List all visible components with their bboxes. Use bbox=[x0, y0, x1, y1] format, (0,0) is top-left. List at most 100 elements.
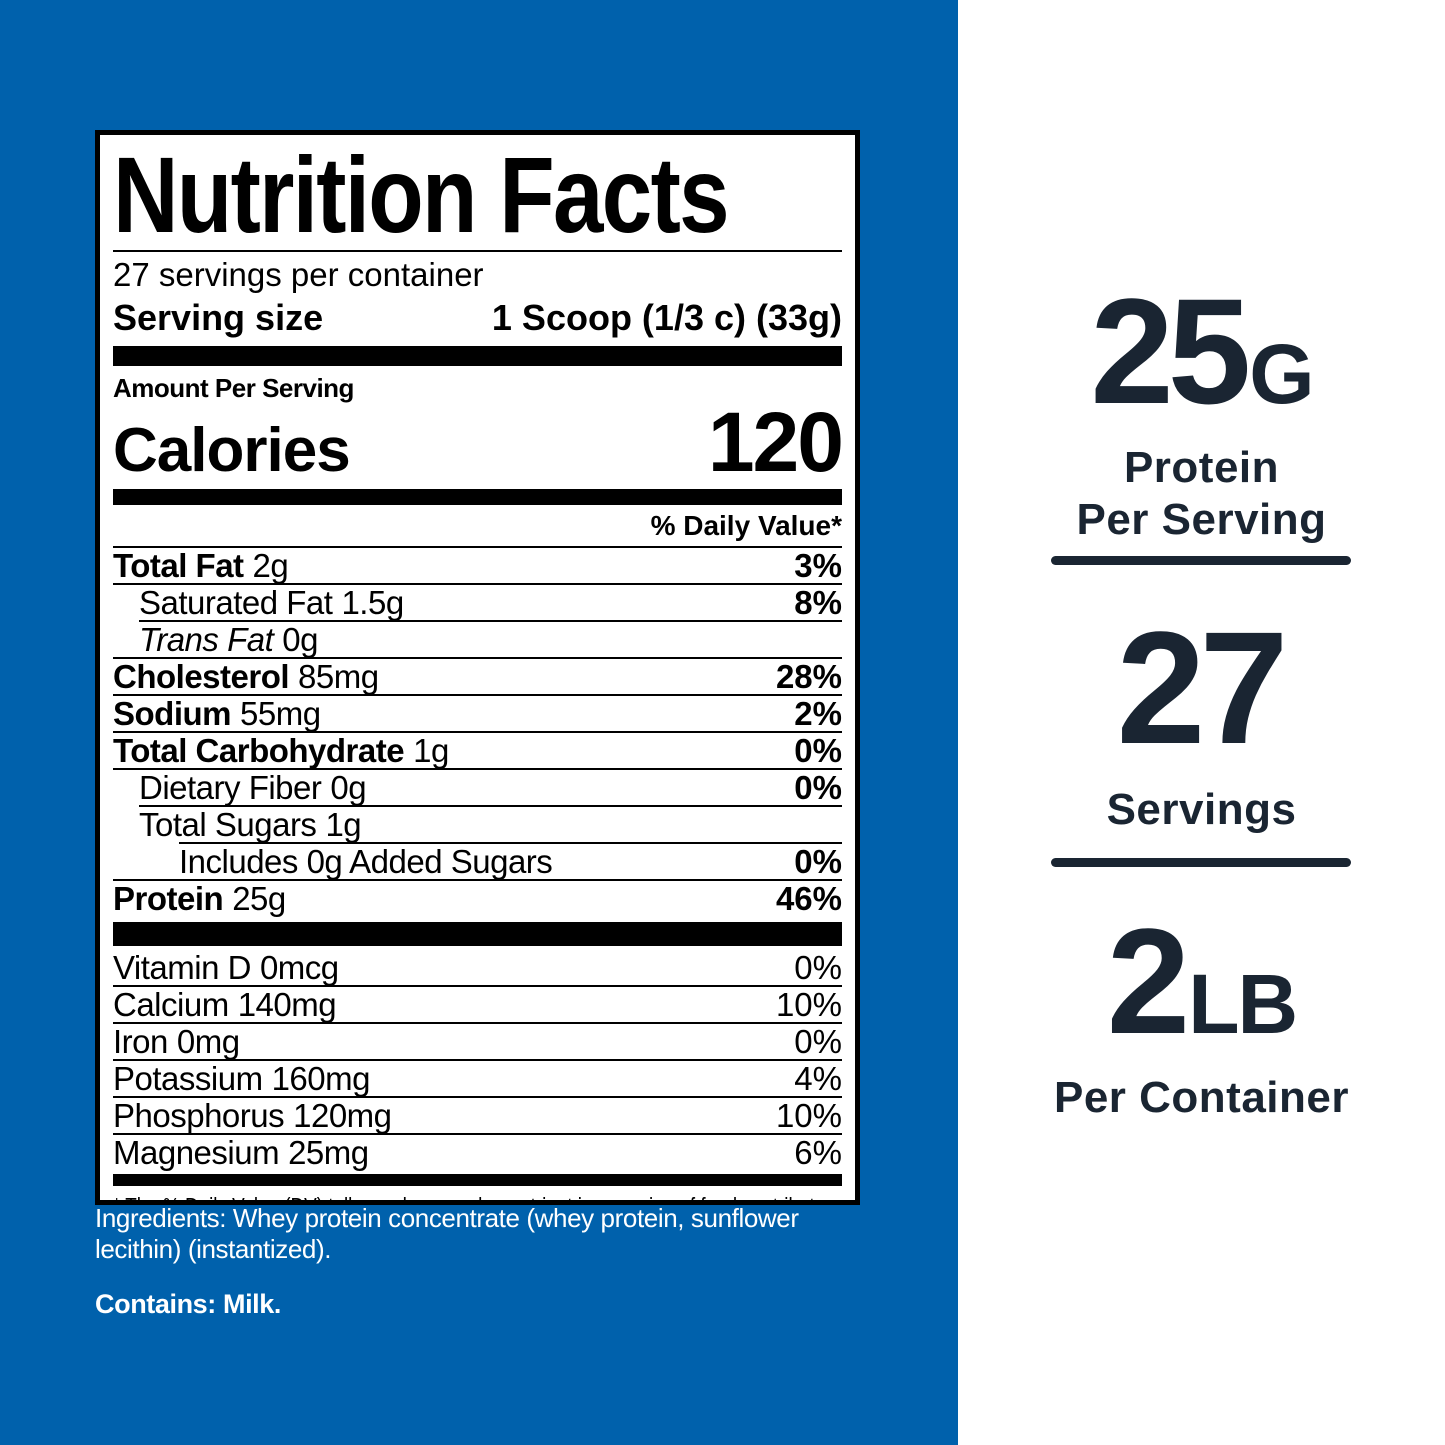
nutrient-amount: 25mg bbox=[288, 1133, 369, 1171]
separator-line bbox=[113, 656, 842, 659]
ingredients-text: Ingredients: Whey protein concentrate (w… bbox=[95, 1203, 799, 1265]
stat-servings: 27 Servings bbox=[958, 608, 1445, 836]
nutrient-amount: 2g bbox=[252, 546, 289, 584]
nutrient-amount: 85mg bbox=[298, 657, 379, 695]
separator-line bbox=[113, 693, 842, 696]
nutrient-name: Includes 0g Added Sugars bbox=[179, 842, 553, 880]
micronutrient-row-phosphorus: Phosphorus 120mg 10% bbox=[113, 1098, 842, 1133]
nutrient-name: Vitamin D bbox=[113, 948, 251, 986]
nutrient-amount: 1.5g bbox=[341, 583, 404, 621]
separator-line bbox=[113, 1132, 842, 1135]
separator-line bbox=[113, 767, 842, 770]
micronutrient-row-potassium: Potassium 160mg 4% bbox=[113, 1061, 842, 1096]
stat-unit: G bbox=[1249, 327, 1314, 421]
thick-separator-bar bbox=[113, 346, 842, 367]
nutrient-amount: 1g bbox=[325, 805, 362, 843]
nutrition-facts-label: Nutrition Facts 27 servings per containe… bbox=[95, 130, 860, 1205]
nutrient-amount: 0g bbox=[330, 768, 367, 806]
amount-per-serving-label: Amount Per Serving bbox=[113, 373, 354, 404]
nutrient-row-trans-fat: Trans Fat 0g bbox=[113, 622, 842, 657]
micronutrient-row-iron: Iron 0mg 0% bbox=[113, 1024, 842, 1059]
stat-value: 27 bbox=[958, 608, 1445, 768]
separator-line bbox=[113, 730, 842, 733]
separator-line bbox=[113, 582, 842, 585]
nutrient-row-total-fat: Total Fat 2g 3% bbox=[113, 548, 842, 583]
separator-line bbox=[113, 878, 842, 881]
nutrient-row-sodium: Sodium 55mg 2% bbox=[113, 696, 842, 731]
nutrient-dv: 0% bbox=[794, 948, 842, 986]
nutrient-amount: 0mcg bbox=[259, 948, 339, 986]
micronutrient-row-calcium: Calcium 140mg 10% bbox=[113, 987, 842, 1022]
nutrient-name: Total Carbohydrate bbox=[113, 731, 405, 769]
stat-caption: Per Container bbox=[958, 1072, 1445, 1124]
nutrient-amount: 1g bbox=[413, 731, 449, 769]
medium-separator-bar bbox=[113, 488, 842, 505]
nutrient-name: Phosphorus bbox=[113, 1096, 285, 1134]
stat-number: 2 bbox=[1106, 897, 1190, 1065]
nutrient-amount: 0mg bbox=[176, 1022, 240, 1060]
nutrient-name: Total Fat bbox=[113, 546, 244, 584]
stat-number: 27 bbox=[1116, 598, 1289, 777]
nutrient-name: Dietary Fiber bbox=[139, 768, 322, 806]
nutrient-dv: 2% bbox=[794, 694, 842, 732]
nutrient-name: Trans Fat bbox=[139, 620, 274, 658]
nutrient-dv: 0% bbox=[794, 842, 842, 880]
nutrition-facts-title: Nutrition Facts bbox=[113, 134, 730, 255]
blue-background-panel: Nutrition Facts 27 servings per containe… bbox=[0, 0, 958, 1445]
nutrient-dv: 6% bbox=[794, 1133, 842, 1171]
nutrient-amount: 160mg bbox=[271, 1059, 371, 1097]
nutrient-name: Total Sugars bbox=[139, 805, 317, 843]
stat-caption-line: Per Serving bbox=[1076, 494, 1327, 544]
nutrient-dv: 0% bbox=[794, 768, 842, 806]
serving-size-value: 1 Scoop (1/3 c) (33g) bbox=[491, 296, 842, 338]
servings-per-container: 27 servings per container bbox=[113, 256, 484, 294]
nutrient-name: Magnesium bbox=[113, 1133, 280, 1171]
nutrient-name: Sodium bbox=[113, 694, 232, 732]
nutrient-dv: 28% bbox=[775, 657, 842, 695]
nutrient-amount: 25g bbox=[232, 879, 286, 917]
separator-line bbox=[113, 984, 842, 987]
micronutrient-row-magnesium: Magnesium 25mg 6% bbox=[113, 1135, 842, 1170]
nutrient-name: Iron bbox=[113, 1022, 168, 1060]
nutrient-row-added-sugars: Includes 0g Added Sugars 0% bbox=[113, 844, 842, 879]
ingredients-block: Ingredients: Whey protein concentrate (w… bbox=[95, 1203, 865, 1320]
nutrient-amount: 120mg bbox=[293, 1096, 392, 1134]
calories-value: 120 bbox=[707, 395, 844, 490]
nutrient-dv: 10% bbox=[775, 985, 842, 1023]
nutrient-dv: 0% bbox=[794, 731, 842, 769]
serving-size-row: Serving size 1 Scoop (1/3 c) (33g) bbox=[113, 298, 842, 338]
separator-line bbox=[113, 1058, 842, 1061]
stat-protein-per-serving: 25G Protein Per Serving bbox=[958, 276, 1445, 546]
separator-line bbox=[139, 804, 842, 807]
thick-separator-bar bbox=[113, 1173, 842, 1186]
stat-caption-line: Per Container bbox=[1053, 1073, 1349, 1122]
nutrient-row-total-sugars: Total Sugars 1g bbox=[113, 807, 842, 842]
separator-line bbox=[113, 250, 842, 253]
stat-caption-line: Servings bbox=[1106, 785, 1297, 834]
stat-number: 25 bbox=[1090, 267, 1251, 435]
nutrient-row-saturated-fat: Saturated Fat 1.5g 8% bbox=[113, 585, 842, 620]
nutrient-dv: 4% bbox=[794, 1059, 842, 1097]
serving-size-label: Serving size bbox=[113, 296, 324, 338]
nutrient-row-total-carbohydrate: Total Carbohydrate 1g 0% bbox=[113, 733, 842, 768]
calories-row: Calories 120 bbox=[113, 395, 844, 490]
nutrient-dv: 10% bbox=[775, 1096, 842, 1134]
stat-divider bbox=[1051, 858, 1351, 867]
stat-caption-line: Protein bbox=[1123, 443, 1280, 492]
stat-caption: Servings bbox=[958, 784, 1445, 836]
separator-line bbox=[113, 1021, 842, 1024]
micronutrient-row-vitamin-d: Vitamin D 0mcg 0% bbox=[113, 950, 842, 985]
nutrient-row-cholesterol: Cholesterol 85mg 28% bbox=[113, 659, 842, 694]
nutrient-name: Protein bbox=[113, 879, 224, 917]
nutrient-name: Calcium bbox=[113, 985, 229, 1023]
nutrient-dv: 0% bbox=[794, 1022, 842, 1060]
nutrient-amount: 0g bbox=[282, 620, 318, 658]
nutrient-name: Potassium bbox=[113, 1059, 263, 1097]
stat-value: 2LB bbox=[958, 906, 1445, 1056]
separator-line bbox=[139, 619, 842, 622]
product-stats-panel: 25G Protein Per Serving 27 Servings 2LB … bbox=[958, 0, 1445, 1445]
separator-line bbox=[113, 545, 842, 548]
stat-divider bbox=[1051, 556, 1351, 565]
stat-weight-per-container: 2LB Per Container bbox=[958, 906, 1445, 1124]
nutrient-row-protein: Protein 25g 46% bbox=[113, 881, 842, 916]
